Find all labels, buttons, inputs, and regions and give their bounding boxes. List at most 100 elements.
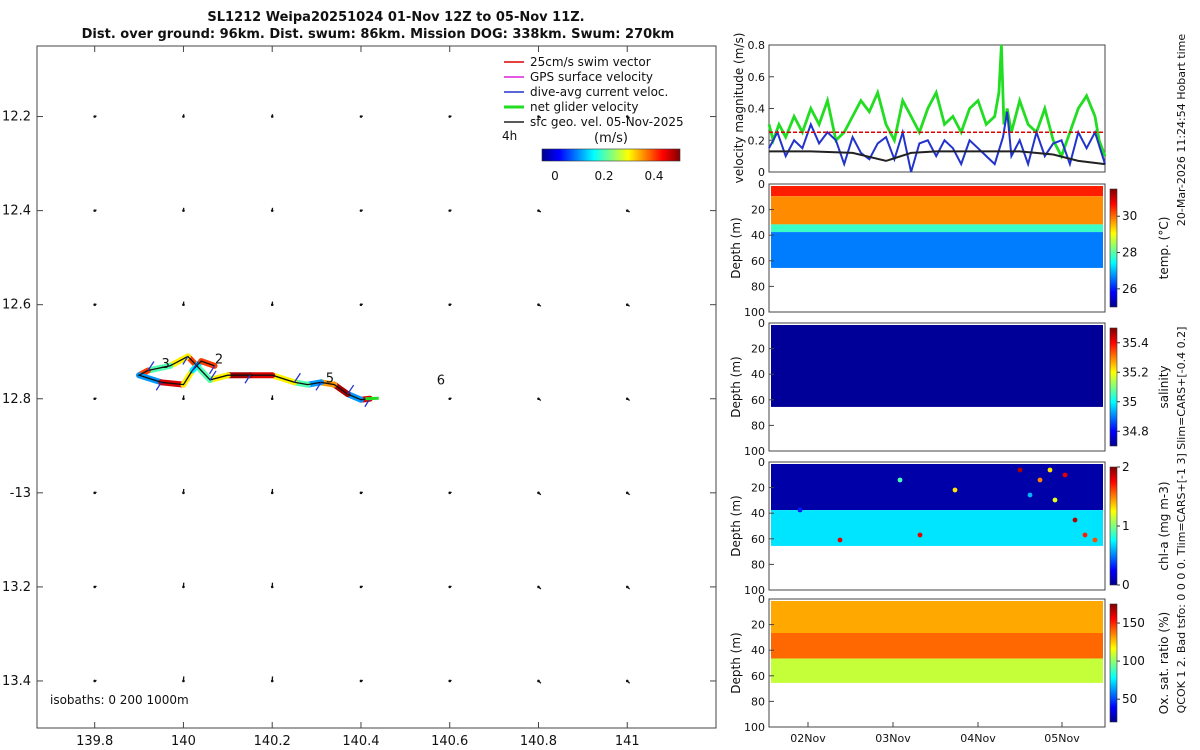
geo-vector-point — [182, 491, 185, 495]
geo-vector-point — [270, 491, 274, 495]
title-line-2: Dist. over ground: 96km. Dist. swum: 86k… — [82, 27, 675, 42]
section-colorbar-salinity — [1109, 327, 1118, 447]
map-colorbar: (m/s) 0 0.2 0.4 — [541, 131, 681, 183]
geo-vector-point — [448, 679, 452, 683]
geo-vector-point — [625, 115, 629, 118]
chl-point — [1092, 537, 1098, 543]
section-layer-temperature — [771, 224, 1103, 233]
geo-vector-point — [270, 585, 274, 589]
geo-vector-point — [270, 115, 274, 118]
geo-vector-point — [359, 303, 363, 306]
map-plot-area: 139.8 140 140.2 140.4 140.6 140.8 141 12.2 12.4 1… — [2, 46, 716, 749]
section-ytick-label: 40 — [751, 229, 765, 242]
map-ytick-label: 13.4 — [2, 674, 31, 689]
section-layer-chlorophyll — [771, 464, 1103, 511]
map-colorbar-gradient — [541, 148, 681, 162]
section-ytick-label: 80 — [751, 419, 765, 432]
velocity-series-net — [767, 44, 1107, 160]
colorbar-tick-label: 35.2 — [1122, 365, 1149, 379]
time-tick-label: 03Nov — [875, 732, 911, 745]
geo-vector-point — [93, 679, 96, 683]
geo-vector-point — [270, 679, 274, 683]
colorbar-label: temp. (°C) — [1157, 217, 1171, 280]
geo-vector-point — [93, 585, 96, 589]
map-colorbar-tick-2: 0.4 — [644, 169, 663, 183]
map-xtick-label: 139.8 — [76, 734, 113, 749]
current-arrow — [191, 361, 199, 371]
day-label: 6 — [437, 374, 445, 389]
map-ytick-label: 12.2 — [2, 110, 31, 125]
map-axes-frame — [36, 45, 717, 729]
section-layer-oxygen — [771, 601, 1103, 633]
section-ytick-label: 60 — [751, 670, 765, 683]
section-layer-temperature — [771, 196, 1103, 225]
section-ytick-label: 100 — [744, 445, 765, 458]
colorbar-tick-label: 1 — [1122, 519, 1130, 533]
geo-vector-point — [270, 209, 274, 212]
chl-point — [797, 507, 803, 513]
map-xtick-label: 140.8 — [520, 734, 557, 749]
section-layer-oxygen — [771, 633, 1103, 659]
map-colorbar-tick-0: 0 — [551, 169, 559, 183]
colorbar-tick-label: 50 — [1122, 692, 1137, 706]
map-ytick-label: 12.8 — [2, 392, 31, 407]
geo-vector-point — [537, 115, 540, 118]
geo-vector-point — [448, 585, 452, 589]
geo-vector-point — [537, 585, 540, 589]
map-ytick-label: 13.2 — [2, 580, 31, 595]
timestamp-label: 20-Mar-2026 11:24:54 Hobart time — [1175, 34, 1188, 227]
section-layer-salinity — [771, 325, 1103, 407]
current-arrow — [293, 372, 301, 383]
section-colorbar-oxygen — [1109, 603, 1118, 723]
section-ytick-label: 20 — [751, 204, 765, 217]
colorbar-tick-label: 26 — [1122, 282, 1137, 296]
geo-vector-point — [448, 491, 452, 495]
current-arrow — [155, 381, 162, 391]
chl-point — [1047, 467, 1053, 473]
legend-net-label: net glider velocity — [530, 100, 638, 114]
geo-vector-point — [537, 679, 540, 683]
colorbar-tick-label: 35 — [1122, 395, 1137, 409]
colorbar-tick-label: 35.4 — [1122, 336, 1149, 350]
map-xtick-label: 140.2 — [254, 734, 291, 749]
section-ytick-label: 60 — [751, 255, 765, 268]
chl-point — [1037, 477, 1043, 483]
chl-point — [952, 487, 958, 493]
legend-gps-label: GPS surface velocity — [530, 70, 653, 84]
map-legend: 25cm/s swim vector GPS surface velocity … — [502, 55, 684, 143]
geo-vector-point — [448, 115, 452, 118]
title-line-1: SL1212 Weipa20251024 01-Nov 12Z to 05-No… — [207, 10, 584, 25]
geo-vector-point — [448, 209, 452, 212]
time-tick-label: 02Nov — [790, 732, 826, 745]
map-xtick-label: 141 — [615, 734, 640, 749]
chl-point — [837, 537, 843, 543]
qc-label: QCOK 1 2. Bad tsfo: 0 0 0 0. Tlim=CARS+[… — [1175, 327, 1188, 714]
current-arrow — [347, 384, 355, 395]
geo-vector-point — [182, 679, 185, 683]
chl-point — [877, 517, 883, 523]
legend-geo-label: sfc geo. vel. 05-Nov-2025 — [530, 115, 684, 129]
velocity-ytick-label: 0.6 — [748, 71, 766, 84]
velocity-panel: 0 0.2 0.4 0.6 0.8 — [748, 39, 1107, 179]
colorbar-label: chl-a (mg m-3) — [1157, 481, 1171, 570]
section-layer-chlorophyll — [771, 510, 1103, 546]
velocity-ytick-label: 0 — [758, 166, 765, 179]
section-ytick-label: 80 — [751, 695, 765, 708]
map-ytick-label: 12.6 — [2, 298, 31, 313]
geo-vector-point — [182, 397, 185, 401]
section-ytick-label: 40 — [751, 507, 765, 520]
section-ytick-label: 80 — [751, 558, 765, 571]
chl-point — [1062, 472, 1068, 478]
geo-vector-point — [359, 209, 363, 212]
time-tick-label: 04Nov — [960, 732, 996, 745]
geo-vector-point — [359, 491, 363, 495]
geo-vector-point — [93, 491, 96, 495]
colorbar-tick-label: 30 — [1122, 209, 1137, 223]
current-arrow — [244, 374, 251, 384]
current-arrow — [315, 381, 322, 391]
velocity-ytick-label: 0.8 — [748, 39, 766, 52]
colorbar-label: salinity — [1157, 365, 1171, 408]
geo-vector-point — [625, 303, 629, 306]
velocity-ytick-label: 0.4 — [748, 103, 766, 116]
geo-vector-point — [448, 397, 452, 401]
